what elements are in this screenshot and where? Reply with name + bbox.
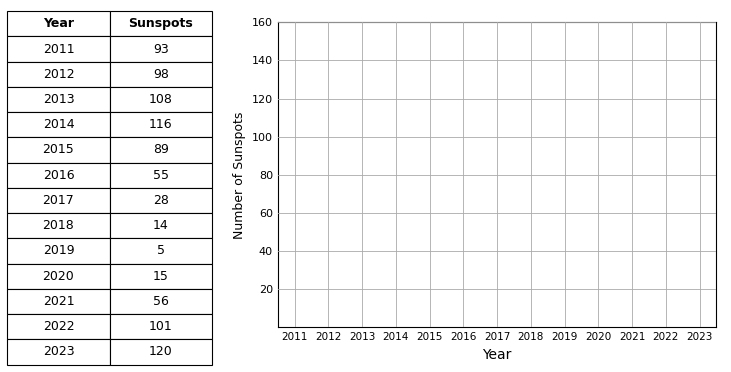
Y-axis label: Number of Sunspots: Number of Sunspots [233,111,246,238]
X-axis label: Year: Year [482,348,512,362]
